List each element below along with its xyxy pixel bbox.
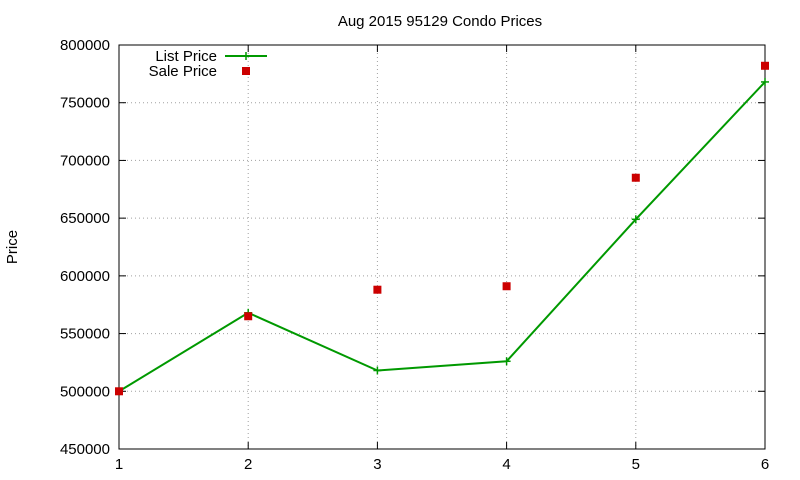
list-price-point [761, 77, 769, 86]
sale-price-point [631, 173, 640, 182]
y-tick-label: 550000 [60, 326, 110, 343]
x-tick-label: 1 [115, 456, 123, 473]
y-tick-label: 650000 [60, 210, 110, 227]
chart-title: Aug 2015 95129 Condo Prices [338, 13, 542, 30]
sale-price-point [502, 282, 511, 291]
x-tick-label: 3 [373, 456, 381, 473]
x-tick-label: 5 [632, 456, 640, 473]
y-tick-label: 500000 [60, 383, 110, 400]
axes: 450000 500000 550000 600000 650000 700000 7500… [60, 37, 769, 473]
x-tick-label: 6 [761, 456, 769, 473]
y-tick-label: 600000 [60, 268, 110, 285]
grid [119, 45, 765, 449]
x-tick-label: 4 [502, 456, 510, 473]
sale-price-point [373, 285, 382, 294]
y-tick-label: 750000 [60, 95, 110, 112]
sale-price-point [244, 312, 253, 321]
legend-label: Sale Price [149, 63, 217, 80]
sale-price-point [115, 387, 123, 396]
y-tick-label: 800000 [60, 37, 110, 54]
plot-border [118, 44, 766, 450]
list-price-line [118, 81, 766, 393]
list-price-point [373, 366, 382, 375]
x-tick-label: 2 [244, 456, 252, 473]
legend-square-swatch [242, 67, 250, 75]
legend-plus-marker [242, 52, 250, 60]
y-tick-label: 700000 [60, 152, 110, 169]
list-price-point [502, 357, 511, 366]
y-axis-label: Price [4, 230, 21, 264]
legend-label: List Price [155, 48, 217, 65]
sale-price-point [761, 61, 769, 70]
list-price-point [631, 215, 640, 224]
y-tick-label: 450000 [60, 441, 110, 458]
data-series [115, 61, 769, 396]
